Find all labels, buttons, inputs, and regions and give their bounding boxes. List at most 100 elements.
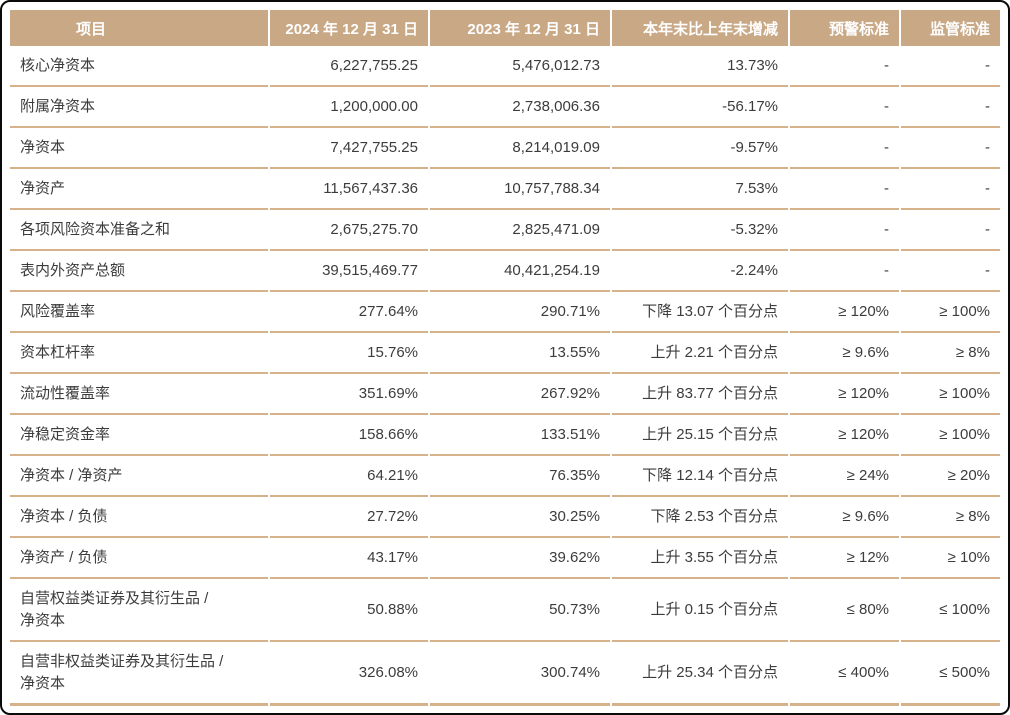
table-row: 风险覆盖率 277.64% 290.71% 下降 13.07 个百分点 ≥ 120% ≥ … bbox=[10, 292, 1000, 333]
cell-regulatory: - bbox=[901, 87, 1000, 128]
cell-item: 净资产 bbox=[10, 169, 268, 210]
table-header: 项目 2024 年 12 月 31 日 2023 年 12 月 31 日 本年末… bbox=[10, 10, 1000, 46]
cell-item: 资本杠杆率 bbox=[10, 333, 268, 374]
header-date-2023: 2023 年 12 月 31 日 bbox=[430, 10, 610, 46]
table-body: 核心净资本 6,227,755.25 5,476,012.73 13.73% - - 附属净… bbox=[10, 46, 1000, 706]
cell-change: 上升 25.15 个百分点 bbox=[612, 415, 788, 456]
cell-v2023: 76.35% bbox=[430, 456, 610, 497]
cell-warning: - bbox=[790, 128, 899, 169]
cell-change: 上升 2.21 个百分点 bbox=[612, 333, 788, 374]
header-item: 项目 bbox=[10, 10, 268, 46]
cell-v2024: 43.17% bbox=[270, 538, 428, 579]
table-row: 净资本 / 净资产 64.21% 76.35% 下降 12.14 个百分点 ≥ 24% ≥… bbox=[10, 456, 1000, 497]
cell-change: -9.57% bbox=[612, 128, 788, 169]
cell-regulatory: ≥ 20% bbox=[901, 456, 1000, 497]
cell-change: 7.53% bbox=[612, 169, 788, 210]
cell-regulatory: ≥ 8% bbox=[901, 497, 1000, 538]
cell-warning: ≥ 12% bbox=[790, 538, 899, 579]
cell-v2023: 39.62% bbox=[430, 538, 610, 579]
cell-change: 13.73% bbox=[612, 46, 788, 87]
cell-item: 表内外资产总额 bbox=[10, 251, 268, 292]
cell-item: 自营权益类证券及其衍生品 / 净资本 bbox=[10, 579, 268, 642]
cell-item: 净资产 / 负债 bbox=[10, 538, 268, 579]
cell-item: 自营非权益类证券及其衍生品 / 净资本 bbox=[10, 642, 268, 706]
cell-item: 净资本 bbox=[10, 128, 268, 169]
cell-warning: ≤ 400% bbox=[790, 642, 899, 706]
cell-item: 净稳定资金率 bbox=[10, 415, 268, 456]
cell-warning: - bbox=[790, 169, 899, 210]
cell-warning: ≥ 9.6% bbox=[790, 497, 899, 538]
cell-regulatory: - bbox=[901, 251, 1000, 292]
cell-v2024: 27.72% bbox=[270, 497, 428, 538]
cell-warning: ≥ 120% bbox=[790, 374, 899, 415]
table-row: 自营非权益类证券及其衍生品 / 净资本 326.08% 300.74% 上升 25.3… bbox=[10, 642, 1000, 706]
cell-regulatory: ≥ 100% bbox=[901, 415, 1000, 456]
cell-change: -2.24% bbox=[612, 251, 788, 292]
table-row: 资本杠杆率 15.76% 13.55% 上升 2.21 个百分点 ≥ 9.6% ≥ 8% bbox=[10, 333, 1000, 374]
cell-v2024: 7,427,755.25 bbox=[270, 128, 428, 169]
table-row: 净资产 11,567,437.36 10,757,788.34 7.53% - - bbox=[10, 169, 1000, 210]
cell-v2023: 2,825,471.09 bbox=[430, 210, 610, 251]
cell-v2024: 158.66% bbox=[270, 415, 428, 456]
cell-v2023: 133.51% bbox=[430, 415, 610, 456]
cell-regulatory: ≥ 8% bbox=[901, 333, 1000, 374]
cell-warning: ≤ 80% bbox=[790, 579, 899, 642]
table-row: 流动性覆盖率 351.69% 267.92% 上升 83.77 个百分点 ≥ 120% ≥… bbox=[10, 374, 1000, 415]
table-row: 净资本 / 负债 27.72% 30.25% 下降 2.53 个百分点 ≥ 9.6% ≥ … bbox=[10, 497, 1000, 538]
cell-regulatory: ≤ 500% bbox=[901, 642, 1000, 706]
header-row: 项目 2024 年 12 月 31 日 2023 年 12 月 31 日 本年末… bbox=[10, 10, 1000, 46]
cell-warning: ≥ 9.6% bbox=[790, 333, 899, 374]
cell-v2023: 50.73% bbox=[430, 579, 610, 642]
cell-v2024: 2,675,275.70 bbox=[270, 210, 428, 251]
cell-v2024: 277.64% bbox=[270, 292, 428, 333]
cell-v2024: 6,227,755.25 bbox=[270, 46, 428, 87]
header-regulatory-standard: 监管标准 bbox=[901, 10, 1000, 46]
cell-regulatory: ≥ 10% bbox=[901, 538, 1000, 579]
cell-v2024: 15.76% bbox=[270, 333, 428, 374]
cell-change: -5.32% bbox=[612, 210, 788, 251]
cell-change: 上升 3.55 个百分点 bbox=[612, 538, 788, 579]
cell-item: 附属净资本 bbox=[10, 87, 268, 128]
table-row: 表内外资产总额 39,515,469.77 40,421,254.19 -2.24% -… bbox=[10, 251, 1000, 292]
cell-v2023: 10,757,788.34 bbox=[430, 169, 610, 210]
cell-item: 净资本 / 负债 bbox=[10, 497, 268, 538]
table-row: 核心净资本 6,227,755.25 5,476,012.73 13.73% - - bbox=[10, 46, 1000, 87]
capital-adequacy-table: 项目 2024 年 12 月 31 日 2023 年 12 月 31 日 本年末… bbox=[8, 10, 1002, 706]
cell-change: 下降 12.14 个百分点 bbox=[612, 456, 788, 497]
header-item-label: 项目 bbox=[75, 20, 106, 38]
cell-warning: - bbox=[790, 87, 899, 128]
header-date-2024: 2024 年 12 月 31 日 bbox=[270, 10, 428, 46]
table-row: 自营权益类证券及其衍生品 / 净资本 50.88% 50.73% 上升 0.15 个百… bbox=[10, 579, 1000, 642]
cell-regulatory: - bbox=[901, 169, 1000, 210]
cell-v2023: 8,214,019.09 bbox=[430, 128, 610, 169]
table-row: 附属净资本 1,200,000.00 2,738,006.36 -56.17% - - bbox=[10, 87, 1000, 128]
cell-change: 上升 25.34 个百分点 bbox=[612, 642, 788, 706]
cell-v2024: 50.88% bbox=[270, 579, 428, 642]
cell-warning: ≥ 120% bbox=[790, 292, 899, 333]
cell-regulatory: ≥ 100% bbox=[901, 374, 1000, 415]
cell-v2024: 11,567,437.36 bbox=[270, 169, 428, 210]
table-row: 各项风险资本准备之和 2,675,275.70 2,825,471.09 -5.32%… bbox=[10, 210, 1000, 251]
header-change: 本年末比上年末增减 bbox=[612, 10, 788, 46]
cell-v2024: 326.08% bbox=[270, 642, 428, 706]
cell-warning: - bbox=[790, 46, 899, 87]
cell-item: 核心净资本 bbox=[10, 46, 268, 87]
table-row: 净资本 7,427,755.25 8,214,019.09 -9.57% - - bbox=[10, 128, 1000, 169]
cell-warning: - bbox=[790, 210, 899, 251]
cell-item: 流动性覆盖率 bbox=[10, 374, 268, 415]
cell-v2023: 30.25% bbox=[430, 497, 610, 538]
cell-v2024: 1,200,000.00 bbox=[270, 87, 428, 128]
cell-regulatory: - bbox=[901, 210, 1000, 251]
cell-item: 风险覆盖率 bbox=[10, 292, 268, 333]
cell-v2023: 2,738,006.36 bbox=[430, 87, 610, 128]
cell-warning: ≥ 120% bbox=[790, 415, 899, 456]
cell-item: 净资本 / 净资产 bbox=[10, 456, 268, 497]
cell-v2023: 5,476,012.73 bbox=[430, 46, 610, 87]
table-row: 净资产 / 负债 43.17% 39.62% 上升 3.55 个百分点 ≥ 12% ≥ 1… bbox=[10, 538, 1000, 579]
cell-v2024: 39,515,469.77 bbox=[270, 251, 428, 292]
cell-v2023: 13.55% bbox=[430, 333, 610, 374]
cell-v2023: 290.71% bbox=[430, 292, 610, 333]
cell-change: 下降 2.53 个百分点 bbox=[612, 497, 788, 538]
cell-regulatory: ≤ 100% bbox=[901, 579, 1000, 642]
